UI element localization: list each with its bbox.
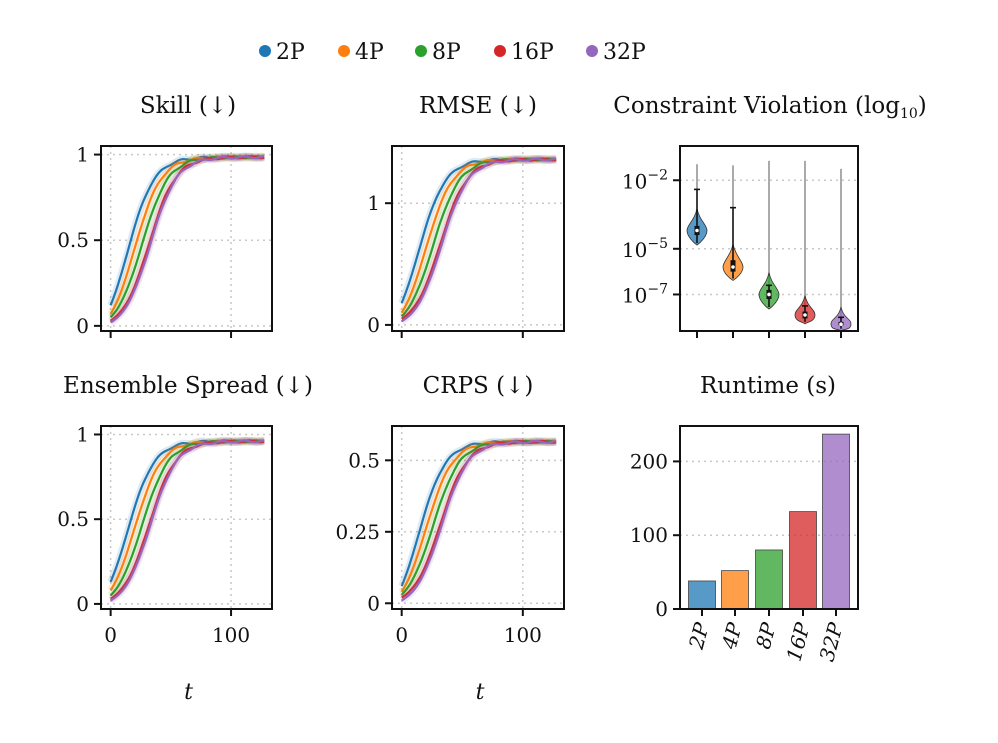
- bar-16p: [789, 511, 817, 610]
- legend-label-32p: 32P: [603, 40, 646, 65]
- legend-marker-16p: [494, 45, 506, 57]
- ytick-label: 1: [76, 143, 89, 167]
- ytick-label: 200: [630, 449, 668, 473]
- legend-marker-4p: [338, 45, 350, 57]
- violin-median: [767, 292, 771, 297]
- bar-32p: [822, 433, 850, 610]
- ytick-label: 1: [76, 422, 89, 446]
- ytick-base: 10: [622, 169, 647, 193]
- panel-title-skill: Skill (↓): [140, 93, 236, 119]
- violin-2p: [686, 164, 708, 246]
- panel-spread: Ensemble Spread (↓) 0 0.5 1 0 100 t: [57, 373, 313, 705]
- axes-frame: [100, 425, 273, 610]
- ytick-exponent: −7: [647, 281, 668, 297]
- series-line-32p: [401, 157, 557, 323]
- title-end: ): [918, 93, 927, 119]
- ytick-base: 10: [622, 283, 647, 307]
- bar-8p: [755, 549, 783, 610]
- violin-4p: [722, 165, 744, 281]
- ytick-label: 0.25: [335, 520, 380, 544]
- ytick-label: 0: [76, 314, 89, 338]
- axes-frame: [391, 145, 565, 332]
- title-main: Constraint Violation (log: [613, 93, 900, 119]
- axes-frame: [679, 425, 859, 610]
- series-line-32p: [110, 155, 265, 324]
- title-subscript: 10: [900, 106, 918, 122]
- axes-frame: [391, 425, 565, 610]
- violin-32p: [830, 168, 852, 332]
- panel-title-runtime: Runtime (s): [700, 373, 836, 399]
- series-line-32p: [110, 439, 265, 602]
- ytick-label: 0: [76, 592, 89, 616]
- legend-marker-32p: [586, 45, 598, 57]
- xtick-label-8p: 8P: [751, 620, 781, 652]
- axes-frame: [679, 145, 859, 332]
- legend-label-2p: 2P: [276, 40, 305, 65]
- violin-8p: [758, 160, 780, 310]
- panel-rmse: RMSE (↓) 0 1: [367, 93, 565, 338]
- xtick-label: 100: [504, 623, 542, 647]
- xtick-label-32p: 32P: [815, 620, 848, 664]
- ytick-label: 0: [367, 591, 380, 615]
- xtick-label: 0: [395, 623, 408, 647]
- legend-label-8p: 8P: [432, 40, 461, 65]
- xtick-label: 100: [212, 623, 250, 647]
- bar-4p: [721, 570, 749, 610]
- panel-crps: CRPS (↓) 0 0.25 0.5 0 100 t: [335, 373, 565, 705]
- ytick-label: 100: [630, 523, 668, 547]
- ytick-label: 0: [367, 313, 380, 337]
- series-line-32p: [401, 439, 557, 602]
- panel-title-crps: CRPS (↓): [423, 373, 534, 399]
- bar-2p: [688, 580, 716, 610]
- xtick-label: 0: [104, 623, 117, 647]
- violin-median: [803, 313, 807, 317]
- legend-marker-8p: [415, 45, 427, 57]
- legend-label-4p: 4P: [355, 40, 384, 65]
- xtick-label-2p: 2P: [684, 620, 714, 653]
- violin-median: [731, 265, 735, 269]
- ytick-label: 1: [367, 191, 380, 215]
- ytick-label: 0.5: [348, 448, 380, 472]
- legend-label-16p: 16P: [511, 40, 554, 65]
- xtick-label-4p: 4P: [717, 620, 747, 653]
- panel-skill: Skill (↓) 0 0.5 1: [57, 93, 273, 338]
- axes-frame: [100, 145, 273, 332]
- ytick-label: 10−5: [622, 236, 668, 262]
- violin-median: [839, 322, 843, 326]
- xtick-label-16p: 16P: [782, 620, 815, 664]
- legend-marker-2p: [259, 45, 271, 57]
- ytick-label: 0.5: [57, 228, 89, 252]
- panel-violation: Constraint Violation (log10)10−210−510−7: [613, 93, 927, 338]
- x-axis-label: t: [184, 680, 193, 705]
- x-axis-label: t: [476, 680, 485, 705]
- ytick-label: 0: [655, 597, 668, 621]
- ytick-exponent: −2: [647, 167, 668, 183]
- ytick-base: 10: [622, 238, 647, 262]
- panel-title-rmse: RMSE (↓): [419, 93, 537, 119]
- ytick-label: 0.5: [57, 507, 89, 531]
- ytick-label: 10−7: [622, 281, 668, 307]
- panel-title-spread: Ensemble Spread (↓): [63, 373, 313, 399]
- legend: 2P 4P 8P 16P 32P: [259, 40, 646, 65]
- violin-16p: [794, 160, 816, 325]
- panel-title-violation: Constraint Violation (log10): [613, 93, 927, 122]
- violin-median: [695, 228, 699, 233]
- ytick-exponent: −5: [647, 236, 668, 252]
- ytick-label: 10−2: [622, 167, 668, 193]
- panel-runtime: Runtime (s) 2P 4P 8P 16P 32P 0 100 200: [630, 373, 859, 664]
